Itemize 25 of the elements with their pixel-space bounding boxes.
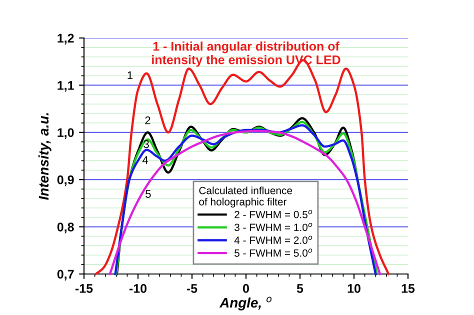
annotation: 4 — [142, 156, 148, 164]
legend-label: 5 - FWHM = 5.0$^{o}$ — [234, 248, 312, 257]
x-tick-label: -10 — [129, 284, 147, 293]
x-axis-title: Angle, $^{o}$ — [219, 296, 272, 310]
annotation: 5 — [146, 190, 151, 198]
legend-title: Calculated influence of holographic filter — [199, 186, 292, 208]
legend-label: 4 - FWHM = 2.0$^{o}$ — [234, 236, 312, 244]
annotation: 2 — [145, 116, 150, 124]
y-tick-label: 1,2 — [58, 34, 74, 44]
y-axis-title: Intensity, a.u. — [38, 113, 52, 200]
annotation: 3 — [144, 140, 149, 148]
y-tick-label: 0,9 — [57, 175, 74, 186]
x-tick-label: 10 — [348, 284, 360, 293]
legend-label: 2 - FWHM = 0.5$^{o}$ — [234, 210, 312, 218]
legend-label: 3 - FWHM = 1.0$^{o}$ — [234, 222, 312, 232]
y-tick-label: 1,0 — [58, 128, 74, 139]
y-tick-label: 0,7 — [57, 270, 74, 280]
x-tick-label: 5 — [296, 284, 304, 293]
x-tick-label: 15 — [402, 284, 415, 293]
y-tick-label: 0,8 — [57, 222, 74, 234]
y-tick-label: 1,1 — [58, 81, 74, 92]
annotation: 1 — [128, 71, 133, 80]
x-tick-label: -15 — [75, 284, 93, 293]
x-tick-label: 0 — [243, 284, 249, 293]
x-tick-label: -5 — [186, 284, 198, 293]
